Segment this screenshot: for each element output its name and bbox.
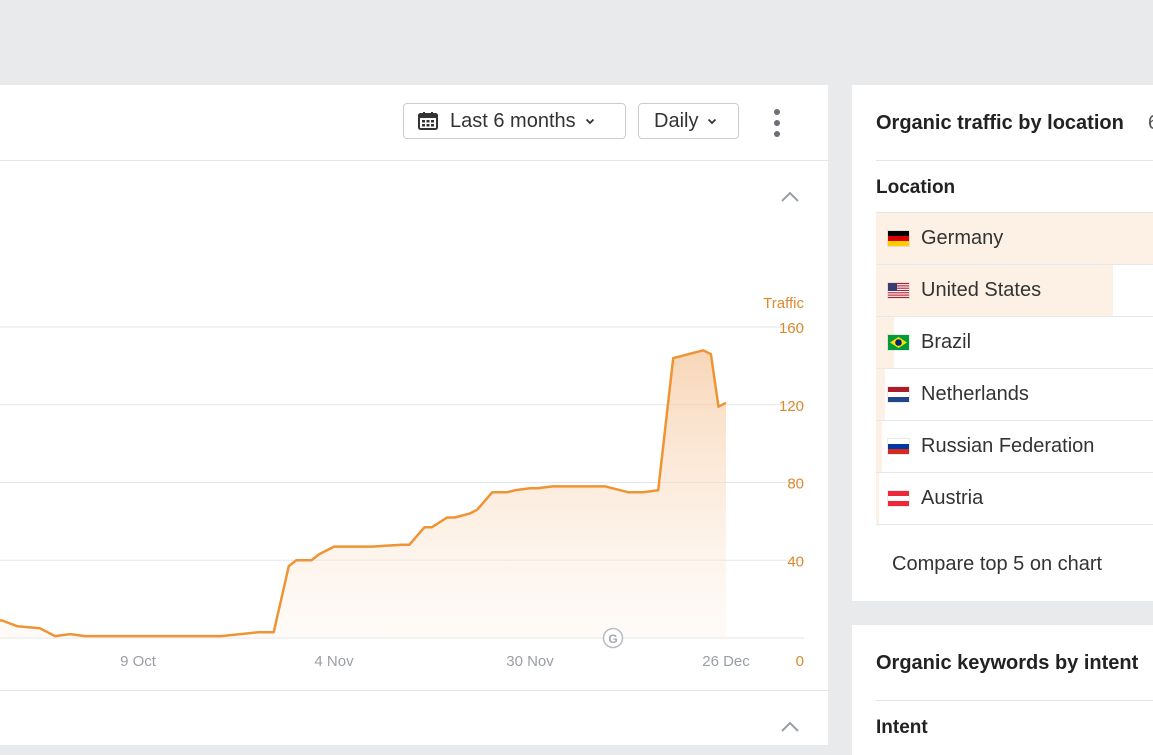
location-name: Austria — [921, 487, 984, 509]
divider — [876, 160, 1153, 161]
united-states-flag-icon — [888, 283, 909, 298]
y-tick-label: 120 — [779, 398, 804, 415]
germany-flag-icon — [888, 231, 909, 246]
y-axis-label: Traffic — [763, 295, 804, 312]
location-card-count: 6 — [1148, 112, 1153, 135]
x-tick-label: 4 Nov — [314, 653, 354, 670]
x-tick-label: 9 Oct — [120, 653, 157, 670]
y-tick-label: 80 — [787, 476, 804, 493]
location-card: Organic traffic by location 6 Location G… — [852, 85, 1153, 601]
chevron-up-icon[interactable] — [778, 719, 802, 735]
russia-flag-icon — [888, 439, 909, 454]
divider — [876, 212, 1153, 213]
location-name: Brazil — [921, 331, 972, 353]
divider — [876, 700, 1153, 701]
location-row[interactable]: Germany — [876, 213, 1153, 265]
period-select[interactable]: Last 6 months — [403, 103, 626, 139]
netherlands-flag-icon — [888, 387, 909, 402]
location-name: Russian Federation — [921, 435, 1095, 457]
austria-flag-icon — [888, 491, 909, 506]
traffic-chart-card: Last 6 months Daily 0 40 80 120 160 9 Oct 4 N… — [0, 85, 828, 745]
chevron-down-icon — [708, 118, 717, 125]
traffic-line — [0, 349, 727, 638]
y-tick-label: 40 — [787, 553, 804, 570]
traffic-share-bar — [876, 317, 894, 368]
location-name: Germany — [921, 227, 1004, 249]
location-row[interactable]: Brazil — [876, 317, 1153, 369]
interval-select[interactable]: Daily — [638, 103, 739, 139]
y-tick-label: 0 — [796, 653, 804, 670]
divider — [0, 690, 828, 691]
location-row[interactable]: Austria — [876, 473, 1153, 525]
period-select-label: Last 6 months — [450, 109, 576, 132]
chevron-up-icon[interactable] — [778, 189, 802, 205]
location-name: Netherlands — [921, 383, 1029, 405]
traffic-share-bar — [876, 473, 879, 524]
intent-card-title: Organic keywords by intent — [876, 652, 1139, 674]
google-update-marker-label: G — [608, 632, 617, 646]
divider — [0, 160, 828, 161]
intent-card: Organic keywords by intent Intent — [852, 625, 1153, 755]
location-name: United States — [921, 279, 1042, 301]
location-card-title: Organic traffic by location — [876, 112, 1124, 134]
traffic-share-bar — [876, 213, 1153, 264]
location-row[interactable]: Russian Federation — [876, 421, 1153, 473]
calendar-icon — [418, 112, 438, 130]
location-column-header: Location — [876, 177, 956, 198]
traffic-area — [0, 350, 726, 638]
intent-column-header: Intent — [876, 717, 928, 738]
traffic-share-bar — [876, 421, 882, 472]
y-tick-label: 160 — [779, 320, 804, 337]
location-row[interactable]: United States — [876, 265, 1153, 317]
brazil-flag-icon — [888, 335, 909, 350]
x-tick-label: 30 Nov — [506, 653, 554, 670]
x-tick-label: 26 Dec — [702, 653, 750, 670]
location-row[interactable]: Netherlands — [876, 369, 1153, 421]
google-update-marker[interactable]: G — [602, 627, 624, 649]
traffic-share-bar — [876, 369, 885, 420]
chevron-down-icon — [585, 118, 594, 125]
compare-top5-link[interactable]: Compare top 5 on chart — [892, 553, 1103, 575]
interval-select-label: Daily — [654, 109, 699, 132]
traffic-share-bar — [876, 265, 1113, 316]
more-options-icon[interactable] — [765, 109, 789, 137]
traffic-chart: 0 40 80 120 160 9 Oct 4 Nov 30 Nov 26 Dec Traff… — [0, 295, 804, 670]
